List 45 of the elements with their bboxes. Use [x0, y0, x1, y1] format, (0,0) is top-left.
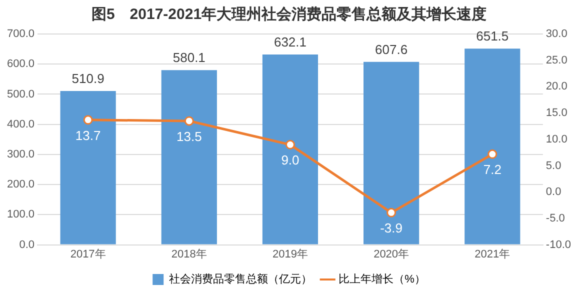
y-tick-label: 600.0 — [6, 58, 35, 70]
legend-label: 社会消费品零售总额（亿元） — [169, 272, 312, 286]
data-label: 607.6 — [375, 42, 408, 57]
y2-tick-label: 20.0 — [546, 80, 568, 93]
point — [285, 140, 295, 150]
legend-label: 比上年增长（%） — [338, 272, 426, 286]
y2-tick-label: 0.0 — [546, 186, 562, 198]
y2-tick-label: 15.0 — [546, 107, 568, 120]
bar — [464, 48, 520, 244]
y-tick-label: 300.0 — [6, 148, 35, 160]
x-tick-label: 2017年 — [70, 248, 106, 260]
bar — [262, 54, 318, 244]
x-tick-label: 2021年 — [474, 248, 510, 260]
y-tick-label: 400.0 — [6, 118, 35, 130]
data-label: 13.7 — [75, 128, 101, 143]
data-label: 651.5 — [476, 28, 509, 44]
data-label: 632.1 — [274, 34, 306, 50]
data-label: 9.0 — [281, 152, 300, 168]
y2-tick-label: -5.0 — [546, 212, 565, 224]
bar — [60, 90, 116, 244]
y-tick-label: 0.0 — [19, 238, 35, 251]
x-tick-label: 2018年 — [171, 248, 207, 260]
y2-tick-label: -10.0 — [546, 238, 572, 251]
x-tick-label: 2020年 — [374, 248, 410, 260]
y2-tick-label: 10.0 — [546, 133, 568, 146]
y2-tick-label: 30.0 — [546, 28, 568, 40]
point — [83, 115, 93, 125]
point — [184, 116, 194, 126]
data-label: 13.5 — [176, 129, 202, 144]
y2-tick-label: 5.0 — [546, 160, 562, 172]
bar — [161, 70, 217, 244]
y2-tick-label: 25.0 — [546, 54, 568, 66]
point — [488, 149, 498, 159]
data-label: 580.1 — [172, 50, 206, 66]
y-tick-label: 100.0 — [6, 208, 35, 221]
bar — [364, 62, 420, 244]
y-tick-label: 200.0 — [6, 178, 35, 191]
data-label: -3.9 — [380, 220, 403, 236]
x-tick-label: 2019年 — [272, 248, 308, 260]
data-label: 7.2 — [483, 162, 502, 178]
data-label: 510.9 — [72, 71, 104, 86]
chart-title: 图5 2017-2021年大理州社会消费品零售总额及其增长速度 — [91, 5, 487, 24]
point — [386, 208, 396, 218]
y-tick-label: 700.0 — [6, 28, 35, 40]
y-tick-label: 500.0 — [6, 88, 35, 100]
